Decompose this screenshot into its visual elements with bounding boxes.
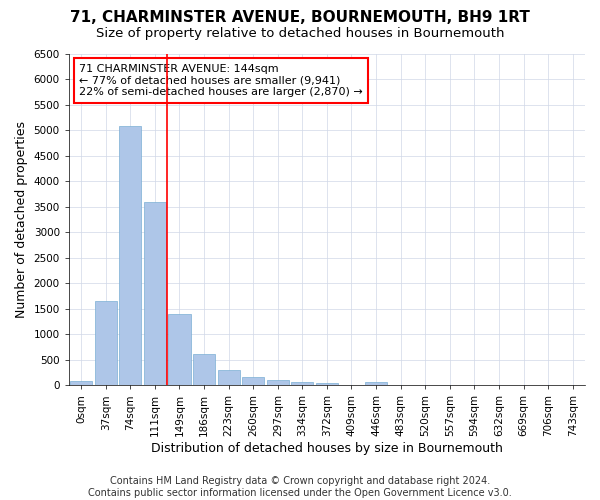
- Bar: [144, 202, 166, 386]
- X-axis label: Distribution of detached houses by size in Bournemouth: Distribution of detached houses by size …: [151, 442, 503, 455]
- Bar: [95, 301, 117, 386]
- Bar: [193, 354, 215, 386]
- Text: 71, CHARMINSTER AVENUE, BOURNEMOUTH, BH9 1RT: 71, CHARMINSTER AVENUE, BOURNEMOUTH, BH9…: [70, 10, 530, 25]
- Bar: [218, 370, 239, 386]
- Bar: [291, 382, 313, 386]
- Bar: [119, 126, 142, 386]
- Bar: [365, 382, 387, 386]
- Bar: [316, 383, 338, 386]
- Text: Contains HM Land Registry data © Crown copyright and database right 2024.
Contai: Contains HM Land Registry data © Crown c…: [88, 476, 512, 498]
- Bar: [169, 314, 191, 386]
- Y-axis label: Number of detached properties: Number of detached properties: [15, 121, 28, 318]
- Text: Size of property relative to detached houses in Bournemouth: Size of property relative to detached ho…: [96, 28, 504, 40]
- Bar: [242, 378, 264, 386]
- Bar: [266, 380, 289, 386]
- Text: 71 CHARMINSTER AVENUE: 144sqm
← 77% of detached houses are smaller (9,941)
22% o: 71 CHARMINSTER AVENUE: 144sqm ← 77% of d…: [79, 64, 363, 97]
- Bar: [70, 382, 92, 386]
